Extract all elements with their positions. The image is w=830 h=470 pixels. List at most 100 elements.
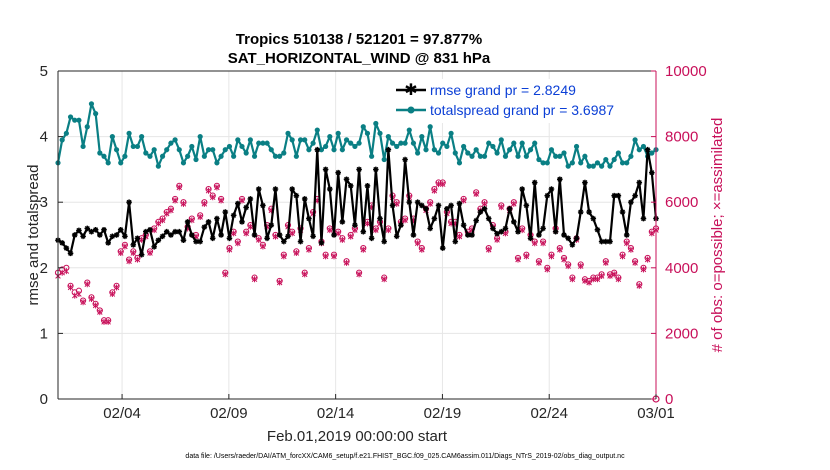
obs-assimilated-point: [80, 299, 86, 306]
rmse-point: [603, 238, 609, 245]
obs-assimilated-point: [431, 187, 438, 194]
rmse-point: [427, 225, 433, 232]
obs-assimilated-point: [456, 233, 463, 240]
rmse-point: [163, 228, 170, 235]
totalspread-point: [515, 153, 521, 159]
rmse-point: [527, 235, 534, 242]
rmse-point: [76, 227, 82, 234]
totalspread-point: [314, 127, 320, 133]
rmse-point: [569, 242, 576, 248]
totalspread-point: [72, 117, 78, 123]
y-tick-label-right: 10000: [665, 63, 707, 80]
totalspread-point: [348, 140, 354, 146]
totalspread-point: [486, 140, 492, 146]
totalspread-point: [569, 160, 575, 166]
totalspread-point: [168, 140, 174, 146]
rmse-point: [402, 156, 408, 163]
obs-assimilated-point: [515, 256, 521, 263]
totalspread-point: [151, 147, 157, 153]
totalspread-point: [452, 150, 458, 156]
obs-assimilated-point: [339, 236, 346, 243]
totalspread-point: [406, 127, 412, 133]
totalspread-point: [640, 143, 647, 150]
obs-assimilated-point: [347, 233, 354, 240]
rmse-point: [247, 196, 254, 202]
rmse-point: [494, 230, 500, 237]
obs-assimilated-point: [109, 291, 116, 298]
rmse-point: [197, 238, 203, 245]
obs-assimilated-point: [101, 318, 107, 325]
rmse-point: [314, 146, 321, 153]
rmse-point: [356, 166, 362, 173]
totalspread-point: [222, 147, 228, 153]
rmse-point: [189, 232, 195, 238]
totalspread-point: [360, 124, 366, 130]
totalspread-point: [130, 143, 136, 150]
obs-assimilated-point: [481, 200, 488, 207]
totalspread-point: [310, 140, 316, 146]
rmse-point: [134, 235, 141, 242]
y-tick-label-right: 8000: [665, 129, 698, 146]
rmse-point: [548, 186, 555, 192]
totalspread-point: [502, 153, 509, 159]
totalspread-point: [59, 137, 65, 143]
rmse-point: [222, 209, 229, 215]
totalspread-point: [264, 140, 270, 146]
rmse-point: [205, 219, 212, 225]
totalspread-point: [527, 147, 534, 153]
totalspread-point: [444, 143, 450, 150]
obs-assimilated-point: [251, 276, 258, 283]
totalspread-point: [419, 134, 425, 140]
totalspread-point: [180, 160, 187, 166]
rmse-point: [268, 222, 275, 228]
y-tick-label-left: 4: [40, 129, 48, 146]
chart-title-line1: Tropics 510138 / 521201 = 97.877%: [236, 31, 482, 48]
totalspread-point: [80, 143, 86, 150]
x-tick-label: 03/01: [637, 405, 675, 422]
obs-assimilated-point: [523, 253, 530, 260]
rmse-point: [318, 240, 325, 246]
obs-assimilated-point: [586, 279, 592, 286]
obs-assimilated-point: [607, 273, 613, 279]
totalspread-point: [507, 147, 513, 153]
totalspread-point: [490, 143, 496, 150]
obs-assimilated-point: [134, 256, 141, 263]
obs-assimilated-point: [548, 253, 555, 260]
rmse-point: [435, 202, 442, 209]
obs-assimilated-point: [435, 181, 442, 188]
obs-assimilated-point: [176, 184, 183, 191]
x-axis-label: Feb.01,2019 00:00:00 start: [267, 428, 448, 445]
rmse-point: [590, 215, 597, 222]
rmse-point: [97, 232, 103, 238]
obs-assimilated-point: [122, 243, 128, 250]
totalspread-point: [519, 140, 525, 146]
rmse-point: [448, 202, 454, 209]
rmse-point: [59, 240, 65, 246]
totalspread-point: [155, 163, 161, 169]
totalspread-point: [578, 160, 584, 166]
totalspread-point: [243, 150, 249, 156]
totalspread-point: [139, 134, 145, 140]
obs-assimilated-point: [230, 230, 237, 237]
totalspread-point: [373, 120, 379, 127]
rmse-point: [544, 192, 551, 199]
obs-assimilated-point: [151, 227, 157, 234]
rmse-point: [561, 232, 567, 238]
obs-assimilated-point: [644, 256, 651, 263]
rmse-point: [598, 238, 605, 245]
totalspread-point: [84, 124, 90, 130]
rmse-point: [490, 225, 496, 232]
obs-assimilated-point: [531, 240, 538, 247]
totalspread-point: [540, 160, 546, 166]
obs-assimilated-point: [356, 271, 362, 278]
obs-assimilated-point: [63, 268, 70, 275]
rmse-point: [573, 235, 580, 242]
x-tick-label: 02/19: [424, 405, 462, 422]
rmse-point: [444, 205, 450, 212]
rmse-point: [373, 166, 379, 173]
obs-assimilated-point: [485, 246, 492, 253]
totalspread-point: [339, 147, 345, 153]
totalspread-point: [607, 163, 613, 169]
totalspread-point: [218, 153, 224, 159]
obs-assimilated-point: [611, 271, 617, 278]
